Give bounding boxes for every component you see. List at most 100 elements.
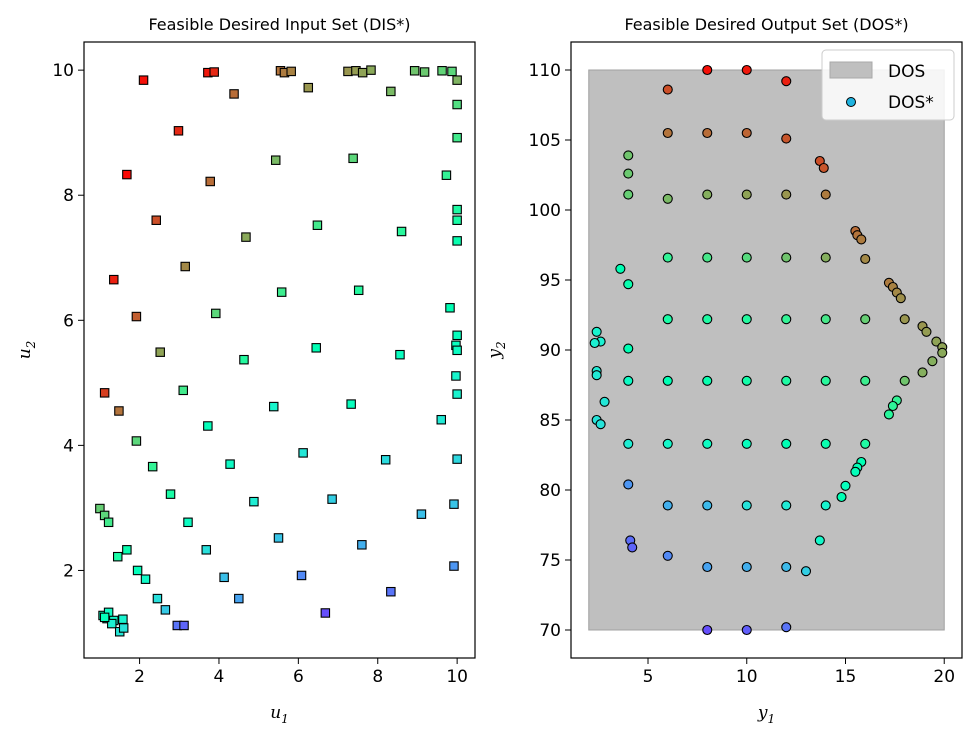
y-tick-label: 4 bbox=[63, 436, 74, 456]
dis-point bbox=[152, 593, 163, 604]
dos-point bbox=[741, 561, 752, 573]
dos-point bbox=[820, 375, 831, 386]
dis-point bbox=[449, 561, 459, 571]
x-tick-label: 10 bbox=[736, 667, 758, 687]
dis-points bbox=[95, 65, 462, 637]
dos-point bbox=[702, 127, 713, 139]
x-tick-label: 4 bbox=[214, 667, 225, 687]
dis-point bbox=[348, 153, 358, 164]
dis-point bbox=[211, 308, 221, 319]
dos-point bbox=[860, 253, 871, 265]
dos-point bbox=[662, 500, 673, 511]
dos-point bbox=[591, 370, 602, 381]
x-tick-label: 15 bbox=[835, 667, 857, 687]
dos-point bbox=[781, 314, 792, 325]
dos-point bbox=[702, 189, 713, 200]
dos-point bbox=[623, 343, 634, 354]
dos-axes-frame bbox=[570, 41, 963, 659]
dos-point bbox=[662, 193, 673, 204]
dos-point bbox=[781, 133, 792, 144]
dis-ylabel-main: u bbox=[15, 348, 35, 359]
dis-point bbox=[229, 89, 239, 99]
dos-point bbox=[662, 127, 673, 139]
dis-ylabel: u2 bbox=[15, 341, 38, 360]
dos-point bbox=[840, 480, 851, 491]
dis-point bbox=[178, 385, 188, 396]
dis-point bbox=[451, 371, 461, 381]
dos-xlabel: y1 bbox=[757, 703, 775, 726]
dis-point bbox=[357, 67, 368, 78]
dis-point bbox=[273, 533, 284, 543]
x-tick-label: 6 bbox=[293, 667, 304, 687]
dis-point bbox=[419, 67, 430, 77]
dos-point bbox=[781, 252, 792, 263]
dos-point bbox=[741, 314, 752, 325]
dis-point bbox=[155, 347, 165, 357]
dis-xlabel-main: u bbox=[270, 703, 281, 723]
dos-point bbox=[850, 466, 861, 477]
dis-xlabel-sub: 1 bbox=[281, 712, 289, 726]
dis-point bbox=[112, 551, 123, 562]
dis-point bbox=[201, 545, 212, 555]
x-tick-label: 5 bbox=[643, 667, 654, 687]
dis-point bbox=[179, 620, 189, 631]
dis-point bbox=[147, 461, 158, 472]
legend-marker-dos-star bbox=[846, 97, 856, 107]
dis-point bbox=[441, 170, 452, 180]
dis-point bbox=[183, 517, 193, 528]
dis-point bbox=[122, 169, 132, 180]
dos-point bbox=[836, 491, 847, 503]
dis-point bbox=[165, 489, 176, 499]
dos-point bbox=[860, 375, 871, 386]
dis-point bbox=[122, 545, 132, 555]
dos-point bbox=[623, 479, 634, 490]
dos-point bbox=[887, 400, 898, 412]
y-tick-label: 95 bbox=[539, 271, 561, 291]
dos-point bbox=[702, 624, 713, 636]
dos-region bbox=[588, 69, 945, 631]
dis-point bbox=[353, 285, 364, 296]
dis-point bbox=[445, 303, 455, 313]
dis-point bbox=[380, 455, 391, 465]
dos-point bbox=[741, 252, 752, 263]
dis-point bbox=[276, 287, 287, 297]
dis-point bbox=[452, 75, 462, 85]
dos-point bbox=[741, 500, 752, 511]
dos-point bbox=[781, 500, 792, 511]
dis-point bbox=[209, 67, 219, 77]
dis-point bbox=[99, 388, 110, 398]
legend-swatch-dos bbox=[829, 61, 873, 79]
dis-point bbox=[346, 399, 356, 409]
dis-point bbox=[219, 572, 229, 583]
dos-point bbox=[820, 314, 831, 325]
dis-point bbox=[409, 66, 420, 76]
dis-point bbox=[449, 499, 459, 509]
y-tick-label: 100 bbox=[529, 201, 561, 221]
legend-label-dos: DOS bbox=[888, 62, 925, 82]
dis-point bbox=[249, 496, 259, 507]
dis-point bbox=[366, 65, 376, 75]
dos-point bbox=[820, 189, 831, 200]
dis-panel: Feasible Desired Input Set (DIS*) 2 4 6 8 10… bbox=[15, 15, 476, 726]
x-tick-label: 2 bbox=[134, 667, 145, 687]
x-tick-label: 20 bbox=[933, 667, 955, 687]
dis-point bbox=[320, 608, 331, 618]
dis-point bbox=[239, 354, 249, 365]
y-tick-label: 110 bbox=[529, 61, 561, 81]
dis-point bbox=[131, 436, 142, 446]
dos-point bbox=[623, 279, 634, 290]
dis-point bbox=[180, 261, 190, 272]
y-tick-label: 80 bbox=[539, 481, 561, 501]
dos-point bbox=[741, 375, 752, 386]
dis-point bbox=[452, 454, 462, 464]
dos-point bbox=[883, 409, 894, 420]
dis-point bbox=[452, 236, 462, 246]
dis-point bbox=[241, 232, 251, 242]
dos-point bbox=[662, 84, 673, 95]
dos-point bbox=[781, 561, 792, 573]
dos-point bbox=[818, 162, 829, 174]
dis-point bbox=[452, 389, 462, 399]
dos-point bbox=[623, 189, 634, 200]
dis-point bbox=[160, 605, 171, 615]
dos-point bbox=[702, 438, 713, 449]
